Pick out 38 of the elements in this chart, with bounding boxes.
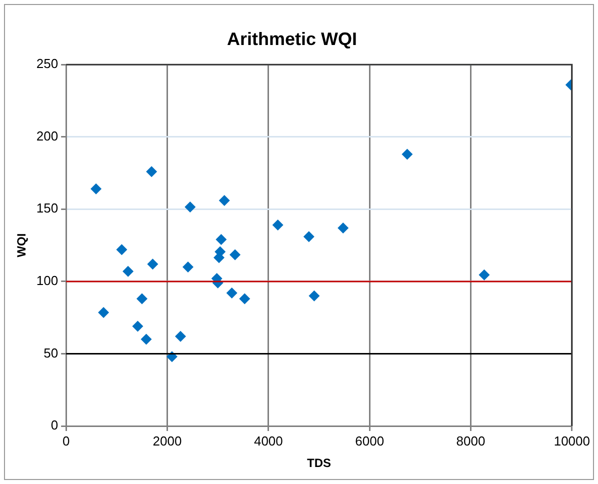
- point: [146, 166, 158, 178]
- point: [338, 222, 349, 234]
- y-tick-label: 150: [36, 200, 58, 216]
- x-tick-label: 2000: [152, 433, 182, 448]
- x-tick-label: 8000: [456, 433, 486, 448]
- y-tick-label: 50: [44, 345, 58, 360]
- point: [272, 220, 284, 231]
- point: [230, 249, 241, 260]
- point: [218, 194, 230, 206]
- point: [478, 269, 490, 280]
- point: [226, 288, 238, 299]
- point: [122, 266, 134, 277]
- point: [175, 330, 186, 342]
- point: [308, 290, 320, 302]
- point: [98, 307, 110, 318]
- point: [402, 148, 413, 160]
- y-tick-label: 0: [50, 418, 58, 433]
- point: [303, 231, 314, 242]
- y-tick-label: 250: [36, 56, 58, 72]
- point: [140, 334, 152, 345]
- point: [136, 293, 148, 304]
- x-tick-label: 6000: [355, 433, 384, 448]
- point: [239, 293, 250, 304]
- chart-title: Arithmetic WQI: [226, 28, 358, 49]
- x-tick-label: 10000: [554, 433, 590, 448]
- y-axis-title: WQI: [14, 233, 29, 258]
- x-axis-title: TDS: [307, 456, 332, 470]
- point: [147, 258, 158, 270]
- point: [216, 234, 227, 246]
- point: [182, 261, 194, 272]
- point: [116, 244, 128, 256]
- point: [184, 201, 196, 212]
- point: [132, 320, 144, 332]
- y-tick-label: 100: [36, 273, 58, 288]
- x-tick-label: 4000: [254, 433, 283, 448]
- point: [90, 183, 102, 194]
- y-tick-label: 200: [36, 128, 58, 144]
- x-tick-label: 0: [62, 433, 70, 448]
